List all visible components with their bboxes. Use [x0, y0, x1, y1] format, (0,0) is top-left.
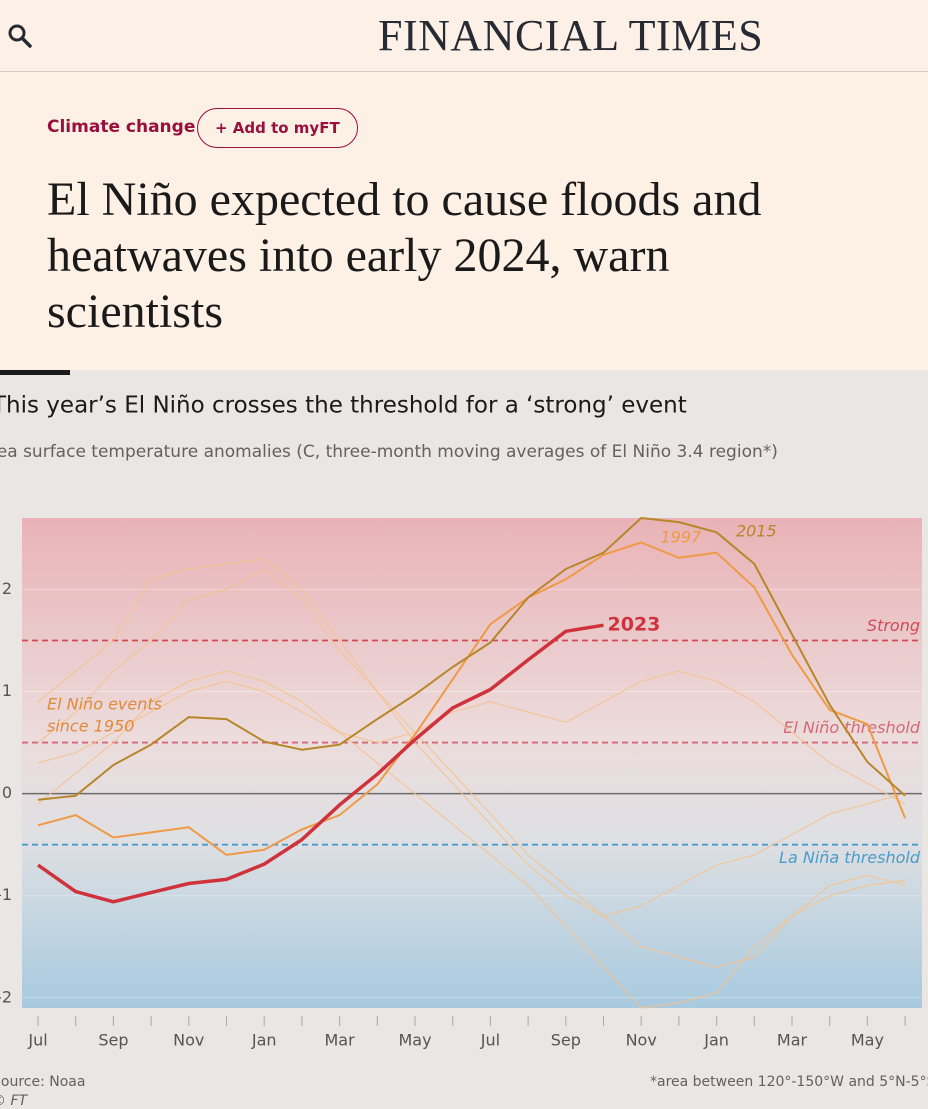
- footnote: *area between 120°-150°W and 5°N-5°S: [650, 1074, 928, 1090]
- note-label: El Niño events: [47, 695, 162, 714]
- x-tick-label: Mar: [777, 1031, 808, 1050]
- y-tick-label: 1: [2, 681, 12, 700]
- series-label: 1997: [661, 527, 703, 546]
- search-icon[interactable]: [6, 22, 34, 50]
- x-tick-label: Jul: [480, 1031, 500, 1050]
- plot-area: [22, 518, 922, 1008]
- background-line: [37, 558, 906, 917]
- chart-title: This year’s El Niño crosses the threshol…: [0, 393, 687, 419]
- threshold-label: Strong: [867, 616, 920, 635]
- y-tick-label: 2: [2, 579, 12, 598]
- topic-link[interactable]: Climate change: [47, 117, 196, 137]
- background-line: [37, 568, 906, 968]
- x-tick-label: Nov: [173, 1031, 204, 1050]
- series-line: [36, 623, 604, 904]
- chart-subtitle: Sea surface temperature anomalies (C, th…: [0, 442, 778, 462]
- chart-rule: [0, 370, 70, 375]
- x-tick-label: Sep: [551, 1031, 581, 1050]
- series-line: [37, 517, 906, 801]
- series-line: [37, 541, 907, 856]
- threshold-label: El Niño threshold: [783, 718, 921, 737]
- x-tick-label: Jan: [703, 1031, 729, 1050]
- top-bar: FINANCIAL TIMES: [0, 0, 928, 72]
- chart: This year’s El Niño crosses the threshol…: [0, 370, 928, 1109]
- x-tick-label: Jul: [27, 1031, 47, 1050]
- x-tick-label: May: [398, 1031, 431, 1050]
- note-label: since 1950: [47, 717, 134, 736]
- series-label: 2015: [736, 521, 777, 540]
- x-tick-label: Mar: [325, 1031, 356, 1050]
- background-line: [37, 670, 906, 1009]
- x-tick-label: May: [851, 1031, 884, 1050]
- series-label: 2023: [608, 614, 661, 636]
- x-tick-label: Nov: [626, 1031, 657, 1050]
- follow-button[interactable]: + Add to myFT: [197, 108, 358, 148]
- brand[interactable]: FINANCIAL TIMES: [378, 11, 764, 60]
- x-tick-label: Sep: [98, 1031, 128, 1050]
- headline: El Niño expected to cause floods and hea…: [47, 173, 762, 338]
- x-tick-label: Jan: [251, 1031, 277, 1050]
- threshold-label: La Niña threshold: [779, 848, 921, 867]
- y-tick-label: -1: [0, 885, 12, 904]
- y-tick-label: -2: [0, 987, 12, 1006]
- y-tick-label: 0: [2, 783, 12, 802]
- credit: © FT: [0, 1093, 29, 1109]
- background-line: [37, 670, 906, 805]
- source: Source: Noaa: [0, 1074, 85, 1090]
